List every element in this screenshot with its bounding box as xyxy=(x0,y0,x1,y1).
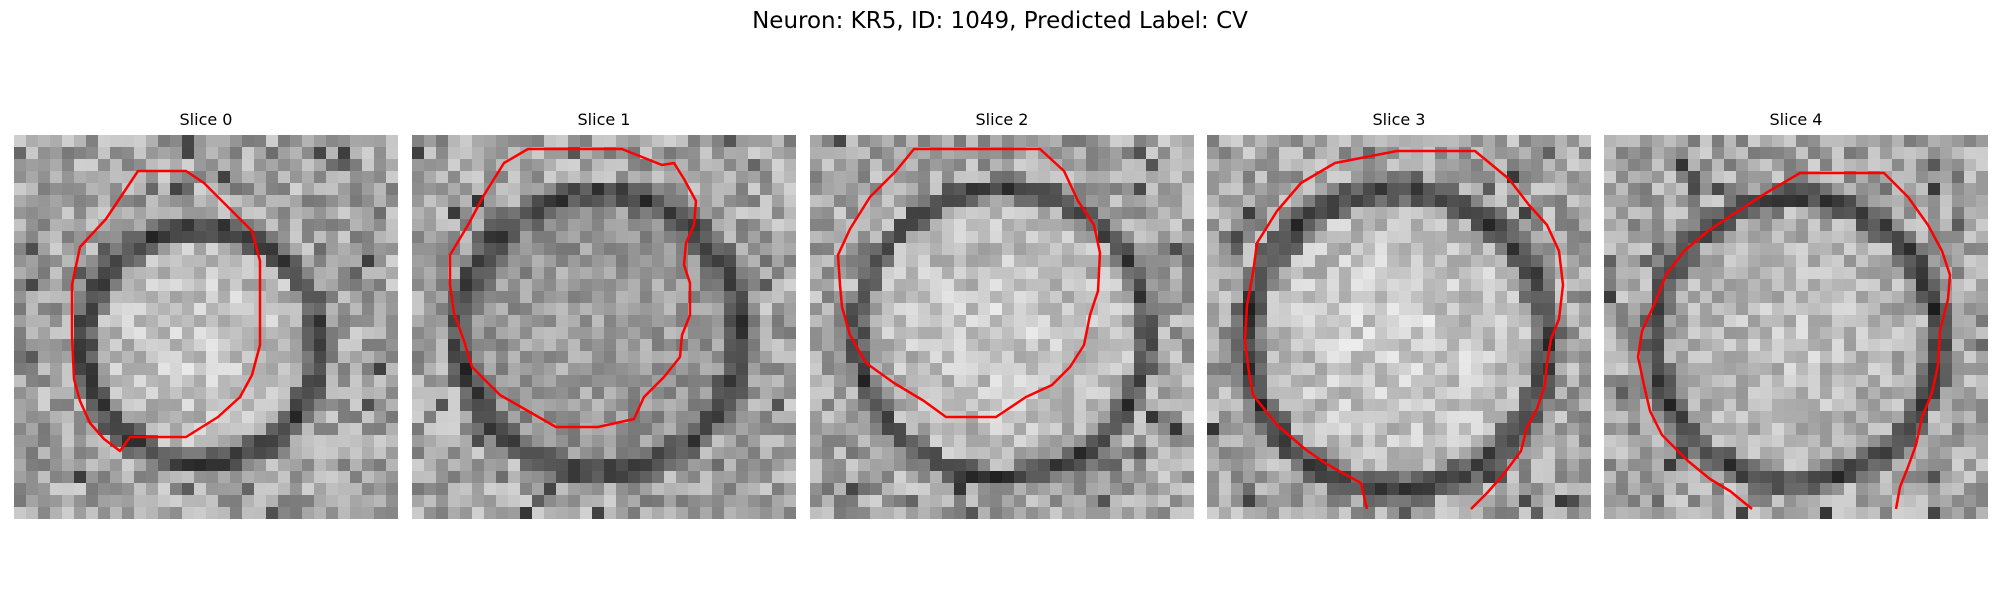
slice-panel-3: Slice 3 xyxy=(1207,108,1591,519)
slice-panel-1: Slice 1 xyxy=(412,108,796,519)
microscopy-image xyxy=(810,135,1194,519)
slice-title: Slice 2 xyxy=(975,110,1029,129)
slice-panel-2: Slice 2 xyxy=(810,108,1194,519)
segmentation-contour xyxy=(70,169,262,453)
microscopy-image xyxy=(412,135,796,519)
slice-image xyxy=(1207,135,1591,519)
segmentation-contour xyxy=(1636,171,1952,510)
figure-title: Neuron: KR5, ID: 1049, Predicted Label: … xyxy=(752,8,1248,34)
microscopy-image xyxy=(1207,135,1591,519)
slice-title: Slice 0 xyxy=(179,110,233,129)
slice-image xyxy=(1604,135,1988,519)
microscopy-image xyxy=(14,135,398,519)
segmentation-contour xyxy=(836,147,1102,419)
slice-image xyxy=(412,135,796,519)
pixel-grid xyxy=(1604,135,1988,519)
slice-image xyxy=(810,135,1194,519)
slice-title: Slice 3 xyxy=(1372,110,1426,129)
slice-panel-0: Slice 0 xyxy=(14,108,398,519)
slice-title: Slice 1 xyxy=(577,110,631,129)
pixel-grid xyxy=(1207,135,1591,519)
segmentation-contour xyxy=(448,147,698,429)
pixel-grid xyxy=(412,135,796,519)
pixel-grid xyxy=(14,135,398,519)
slice-panel-4: Slice 4 xyxy=(1604,108,1988,519)
pixel-grid xyxy=(810,135,1194,519)
slice-title: Slice 4 xyxy=(1769,110,1823,129)
segmentation-contour xyxy=(1243,149,1565,510)
slice-image xyxy=(14,135,398,519)
microscopy-image xyxy=(1604,135,1988,519)
